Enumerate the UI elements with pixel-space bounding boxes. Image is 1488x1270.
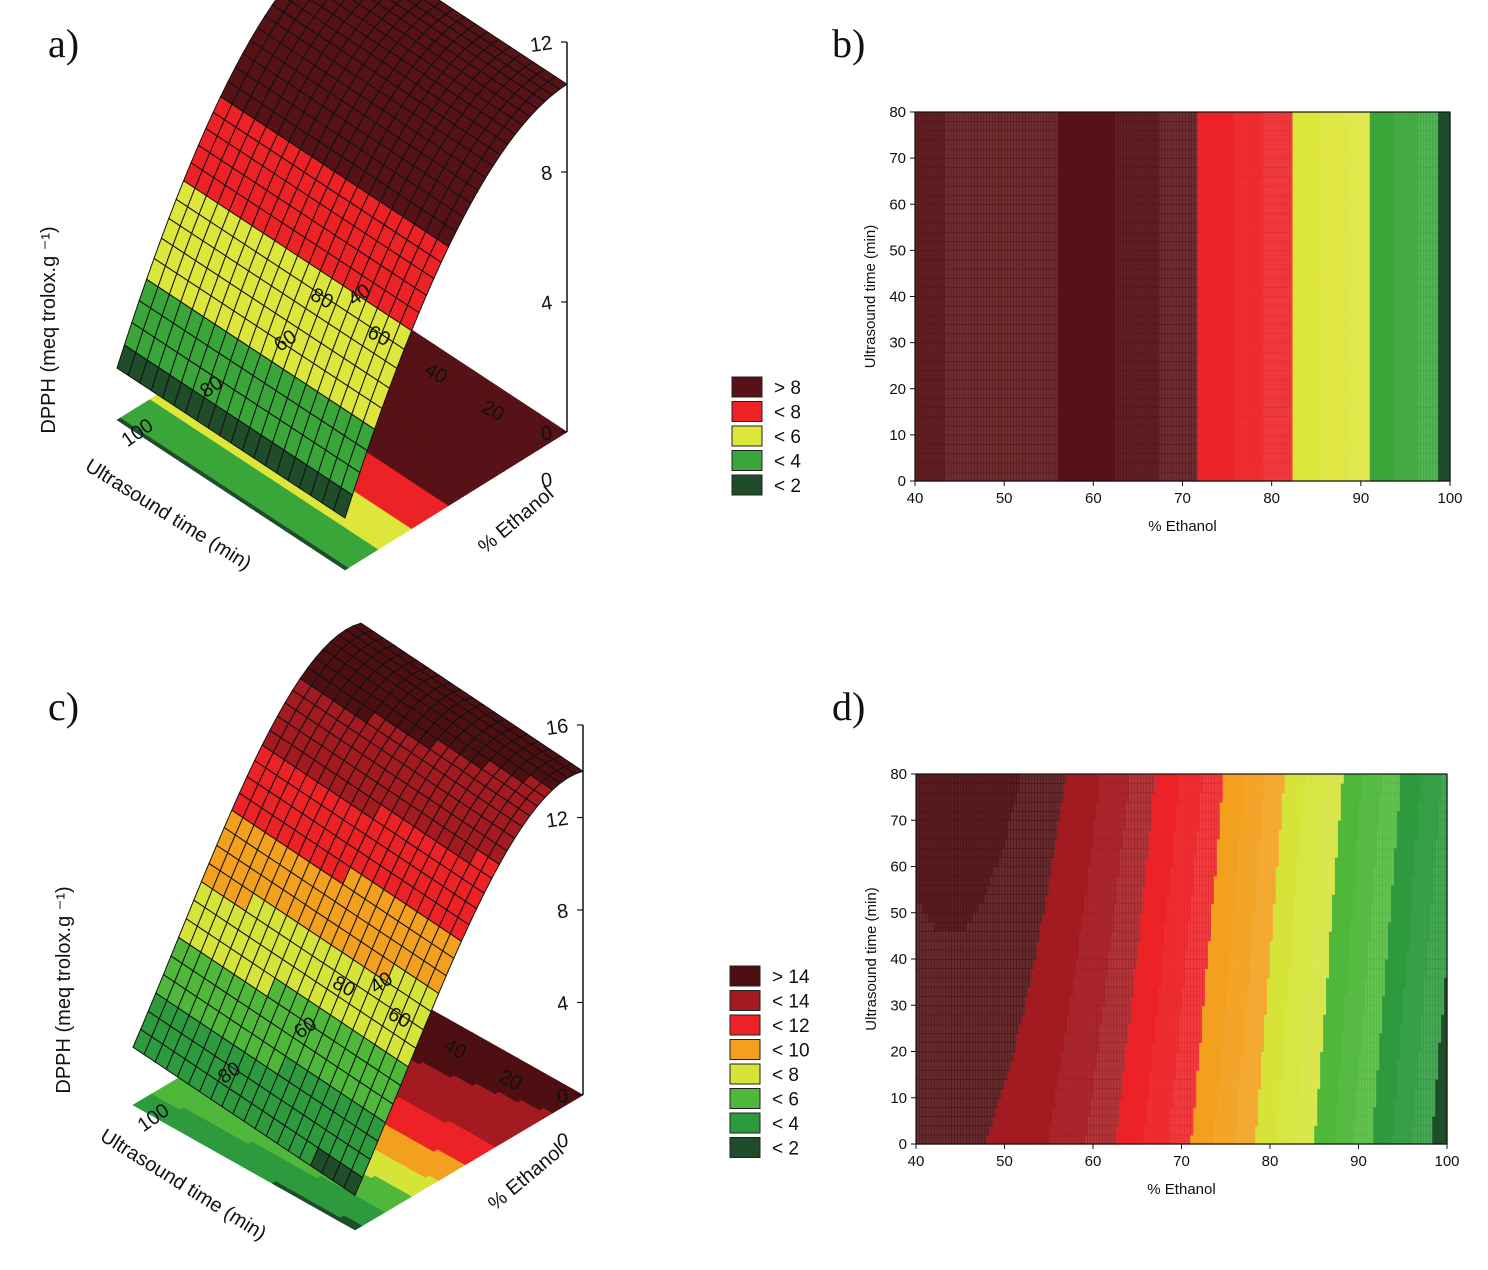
contour-fill — [915, 112, 1451, 482]
z-tick-label: 8 — [540, 162, 554, 185]
z-axis-title: DPPH (meq trolox.g ⁻¹) — [38, 226, 60, 433]
panel-label-b: b) — [832, 21, 865, 66]
panel-label-a: a) — [48, 21, 79, 66]
panel-label-c: c) — [48, 684, 79, 729]
z-tick-label: 12 — [529, 32, 554, 57]
ethanol-axis-title: % Ethanol — [474, 483, 558, 558]
z-tick-label: 4 — [540, 292, 554, 315]
panel-label-d: d) — [832, 684, 865, 729]
